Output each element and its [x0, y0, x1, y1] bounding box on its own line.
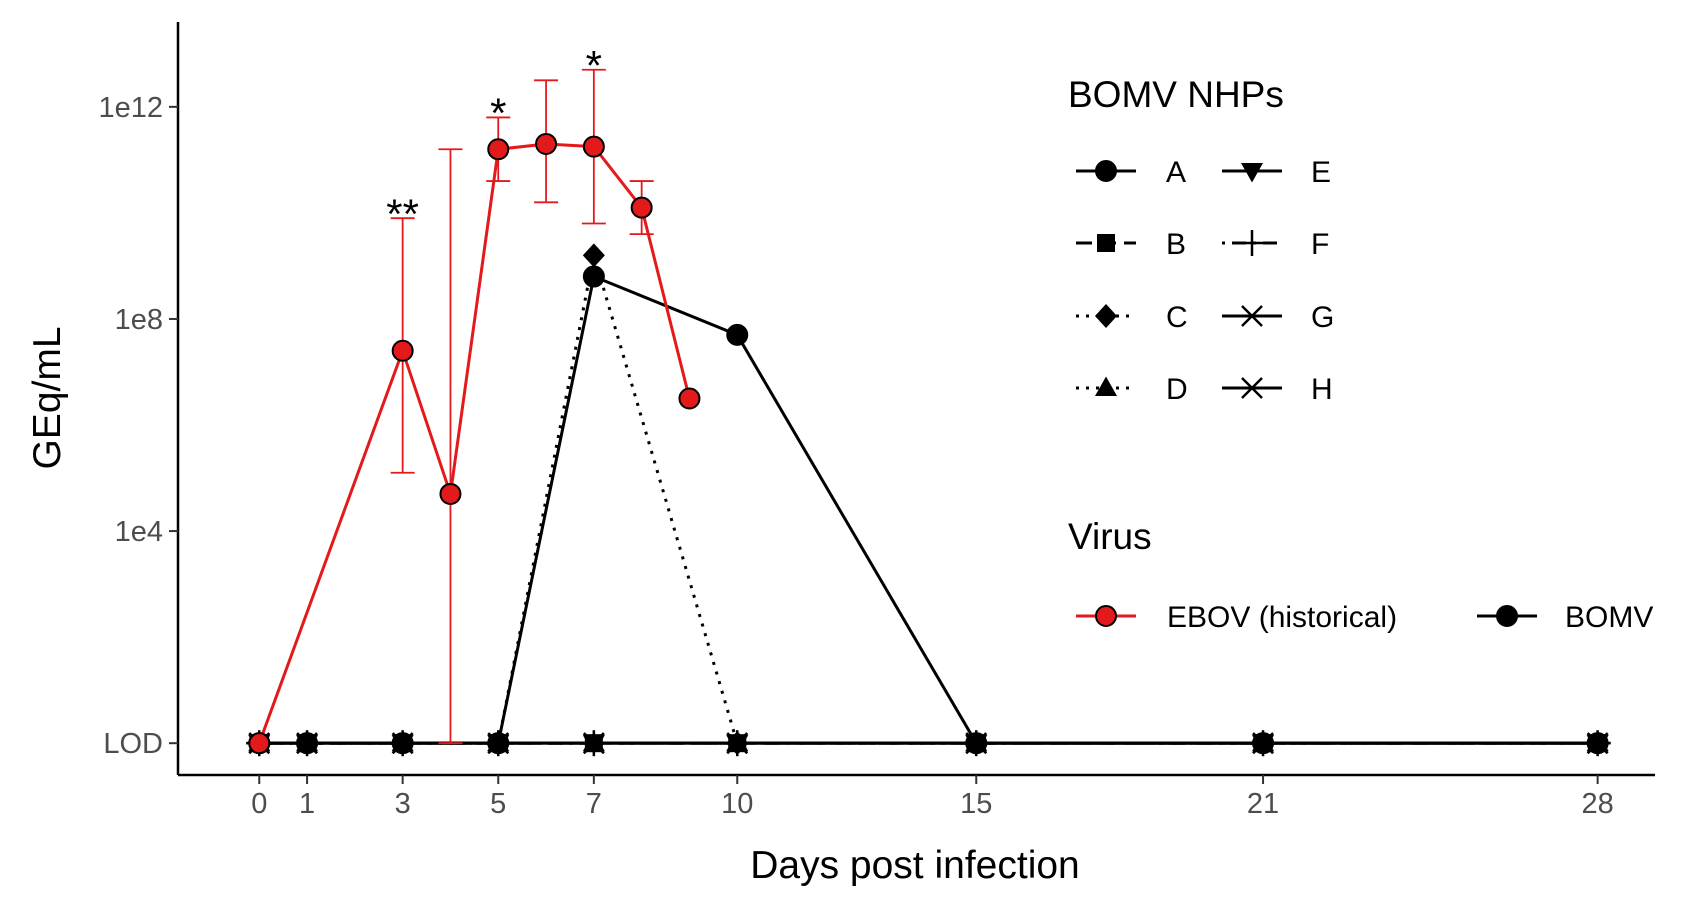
- legend-key-marker: [1095, 304, 1117, 328]
- legend-item-G: G: [1222, 301, 1334, 334]
- y-axis-title: GEq/mL: [26, 326, 69, 469]
- error-bar: [438, 148, 463, 745]
- significance-annotations: ****: [386, 42, 602, 237]
- data-point-H: [963, 732, 990, 755]
- data-point-H: [389, 732, 416, 755]
- series-bomv-A: [248, 265, 1609, 755]
- legend-label: A: [1166, 156, 1186, 189]
- legend-title-virus: Virus: [1068, 516, 1152, 557]
- data-point-ebov: [248, 732, 271, 755]
- data-point-ebov: [678, 387, 701, 410]
- series-bomv-D: [248, 731, 1609, 752]
- data-point-ebov: [582, 135, 605, 158]
- x-tick-label: 10: [721, 788, 753, 820]
- legend-key-bomv-marker: [1496, 605, 1518, 627]
- x-tick-label: 7: [586, 788, 602, 820]
- legend-item-B: B: [1076, 228, 1186, 261]
- data-point-ebov: [439, 482, 462, 505]
- data-point-A: [726, 323, 749, 346]
- data-point-ebov: [535, 132, 558, 155]
- legend-label: E: [1311, 156, 1331, 189]
- legend-key-ebov-marker: [1095, 605, 1117, 627]
- y-axis-ticks: LOD 1e4 1e8 1e12: [98, 92, 178, 760]
- data-point-H: [580, 732, 607, 755]
- legend-label: D: [1166, 373, 1188, 406]
- significance-marker: *: [490, 90, 506, 137]
- legend-label: G: [1311, 301, 1334, 334]
- series-line-A: [259, 274, 1598, 745]
- data-point-H: [485, 732, 512, 755]
- y-tick-label: 1e12: [98, 92, 163, 124]
- x-tick-label: 3: [395, 788, 411, 820]
- data-point-H: [1584, 732, 1611, 755]
- x-tick-label: 0: [251, 788, 267, 820]
- legend-item-E: E: [1222, 156, 1331, 189]
- legend-key-marker: [1241, 305, 1263, 327]
- x-tick-label: 28: [1582, 788, 1614, 820]
- significance-marker: **: [386, 190, 419, 237]
- data-point-H: [294, 732, 321, 755]
- legend-label: F: [1311, 228, 1329, 261]
- data-point-A: [582, 265, 605, 288]
- data-point-H: [724, 732, 751, 755]
- x-tick-label: 21: [1247, 788, 1279, 820]
- legend-label: B: [1166, 228, 1186, 261]
- legend-item-C: C: [1076, 301, 1188, 334]
- legend-item-ebov: EBOV (historical): [1076, 601, 1397, 634]
- x-tick-label: 5: [490, 788, 506, 820]
- series-layer: [246, 243, 1611, 757]
- legend-title-nhps: BOMV NHPs: [1068, 74, 1284, 115]
- legend-key-marker: [1239, 230, 1265, 256]
- legend-label-bomv: BOMV: [1565, 601, 1653, 634]
- legend-key-marker: [1095, 160, 1117, 182]
- series-line-ebov: [257, 142, 691, 744]
- x-tick-label: 1: [299, 788, 315, 820]
- legend-item-A: A: [1076, 156, 1186, 189]
- legend-item-bomv: BOMV: [1477, 601, 1653, 634]
- legend-key-marker: [1095, 376, 1117, 396]
- legend-label: C: [1166, 301, 1188, 334]
- y-tick-label: 1e4: [115, 516, 163, 548]
- legend-label-ebov: EBOV (historical): [1167, 601, 1397, 634]
- legend: BOMV NHPs A B C D E F G H Virus EBOV (historica…: [1068, 74, 1653, 634]
- x-axis-title: Days post infection: [750, 844, 1080, 887]
- data-point-C: [582, 243, 605, 268]
- data-point-ebov: [487, 138, 510, 161]
- significance-marker: *: [586, 42, 602, 89]
- legend-key-marker: [1239, 377, 1265, 399]
- data-point-H: [1250, 732, 1277, 755]
- legend-item-H: H: [1222, 373, 1333, 406]
- x-tick-label: 15: [960, 788, 992, 820]
- data-point-ebov: [391, 339, 414, 362]
- series-bomv-E: [248, 735, 1609, 755]
- legend-label: H: [1311, 373, 1333, 406]
- legend-key-marker: [1097, 234, 1115, 252]
- y-tick-label: 1e8: [115, 304, 163, 336]
- x-axis-ticks: 0 1 3 5 7 10 15 21 28: [251, 775, 1614, 820]
- legend-item-F: F: [1222, 228, 1329, 261]
- ebov-layer: [248, 68, 701, 755]
- y-tick-label: LOD: [103, 728, 163, 760]
- legend-item-D: D: [1076, 373, 1188, 406]
- legend-key-marker: [1241, 163, 1263, 183]
- data-point-ebov: [630, 196, 653, 219]
- legend-nhp-items: A B C D E F G H: [1076, 156, 1334, 406]
